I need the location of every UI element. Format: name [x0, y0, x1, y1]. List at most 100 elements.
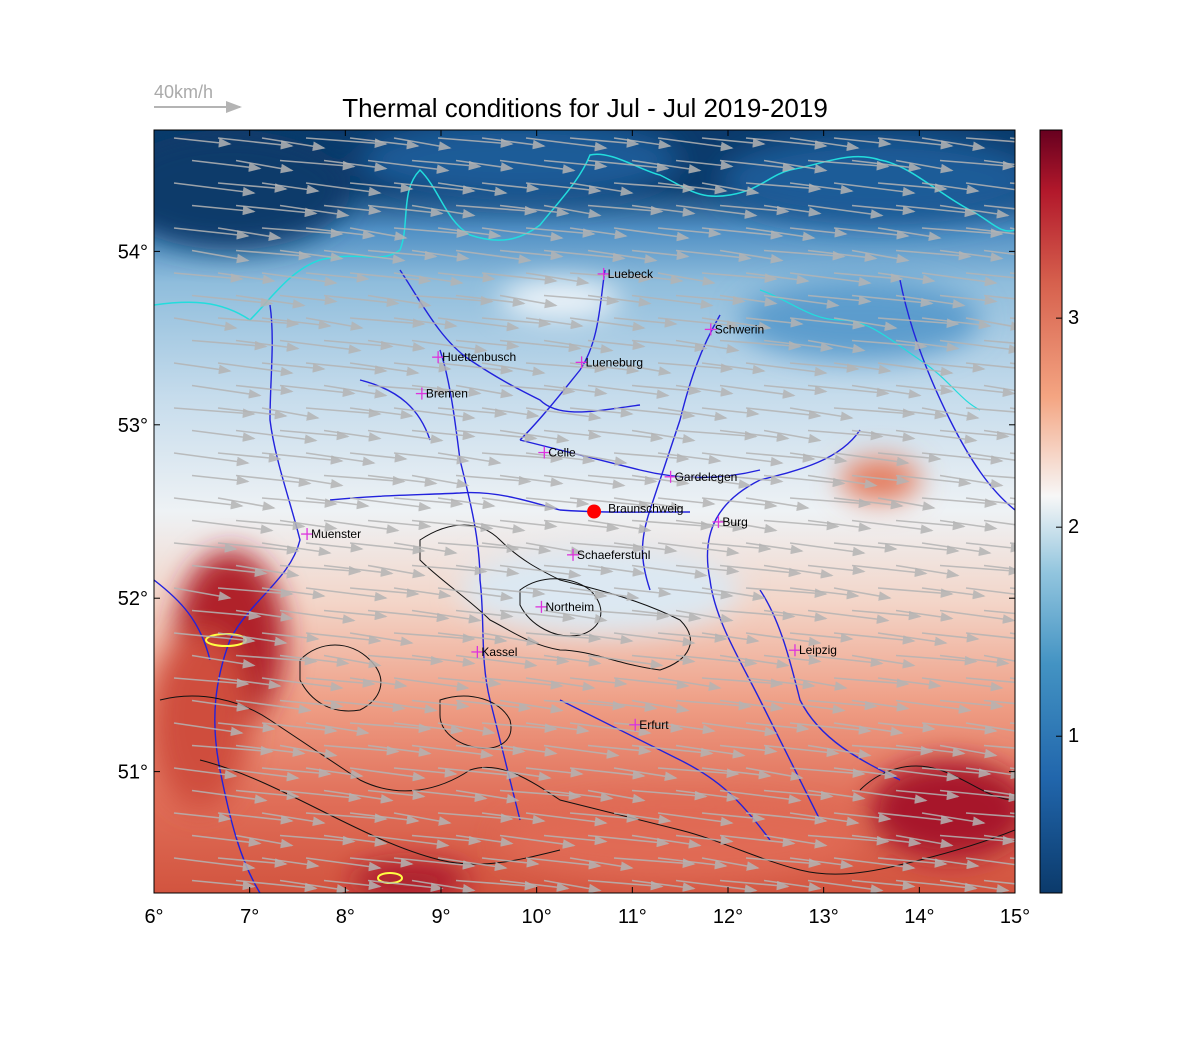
wind-arrow	[701, 812, 766, 823]
wind-arrow	[807, 789, 866, 802]
wind-arrow	[675, 609, 734, 624]
wind-arrow	[657, 587, 734, 600]
wind-arrow	[393, 362, 452, 373]
wind-arrow	[411, 249, 470, 262]
wind-arrow	[763, 294, 840, 309]
wind-arrow	[745, 722, 810, 733]
wind-arrow	[921, 542, 992, 557]
wind-arrow	[613, 677, 690, 690]
wind-arrow	[481, 587, 546, 598]
wind-arrow	[455, 879, 538, 891]
wind-arrow	[965, 227, 1015, 235]
wind-arrow	[323, 204, 382, 216]
wind-arrow	[921, 407, 980, 421]
wind-arrow	[719, 699, 784, 712]
wind-arrow	[807, 519, 872, 532]
wind-arrow	[701, 227, 784, 240]
wind-arrow	[701, 452, 784, 467]
wind-arrow	[305, 407, 382, 418]
wind-arrow	[657, 362, 734, 373]
city-label: Schaeferstuhl	[577, 548, 650, 562]
wind-arrow	[613, 137, 672, 150]
wind-arrow	[323, 789, 394, 804]
wind-arrow	[191, 204, 256, 216]
city-label: Huettenbusch	[442, 350, 516, 364]
wind-arrow	[481, 767, 552, 782]
wind-arrow	[367, 654, 444, 666]
wind-arrow	[675, 564, 740, 576]
wind-arrow	[613, 407, 696, 420]
wind-arrow	[367, 384, 450, 396]
wind-arrow	[965, 767, 1015, 780]
wind-arrow	[807, 744, 872, 759]
wind-arrow	[719, 654, 790, 669]
wind-arrow	[217, 227, 282, 241]
wind-arrow	[657, 857, 728, 870]
wind-arrow	[631, 609, 702, 622]
wind-arrow	[895, 294, 966, 309]
wind-arrow	[349, 452, 408, 463]
wind-arrow	[675, 249, 752, 263]
wind-arrow	[789, 227, 848, 238]
wind-arrow	[323, 474, 406, 486]
wind-arrow	[217, 587, 294, 598]
wind-arrow	[763, 699, 846, 714]
wind-arrow	[499, 384, 576, 396]
wind-arrow	[543, 384, 608, 397]
wind-arrow	[939, 879, 1010, 893]
wind-arrow	[173, 227, 250, 240]
wind-arrow	[983, 699, 1015, 705]
wind-arrow	[367, 249, 438, 261]
wind-arrow	[305, 812, 388, 823]
wind-arrow	[851, 429, 916, 442]
wind-arrow	[525, 227, 596, 238]
wind-arrow	[939, 519, 998, 532]
wind-arrow	[411, 699, 470, 711]
wind-arrow	[525, 137, 608, 152]
wind-arrow	[789, 452, 848, 465]
wind-arrow	[481, 632, 540, 646]
wind-arrow	[393, 317, 458, 330]
wind-arrow	[305, 542, 364, 553]
wind-arrow	[173, 182, 256, 197]
lon-tick-label: 7°	[240, 906, 259, 928]
wind-arrow	[763, 204, 822, 217]
wind-arrow	[499, 249, 564, 261]
wind-arrow	[481, 407, 540, 420]
wind-arrow	[393, 272, 464, 287]
wind-arrow	[789, 767, 866, 778]
wind-arrow	[235, 294, 306, 309]
wind-arrow	[745, 272, 810, 285]
wind-arrow	[789, 182, 854, 195]
wind-arrow	[481, 362, 546, 376]
wind-arrow	[833, 857, 916, 872]
colorbar-gradient	[1039, 129, 1063, 894]
wind-arrow	[499, 294, 558, 309]
wind-arrow	[261, 542, 332, 557]
wind-arrow	[393, 137, 452, 151]
wind-arrow	[745, 317, 804, 328]
page-title: Thermal conditions for Jul - Jul 2019-20…	[342, 93, 828, 123]
wind-arrow	[543, 834, 608, 846]
wind-arrow	[569, 542, 646, 553]
wind-arrow	[587, 654, 664, 669]
wind-arrow	[965, 542, 1015, 553]
wind-arrow	[481, 542, 552, 555]
wind-arrow	[191, 879, 256, 891]
wind-arrow	[481, 722, 558, 733]
wind-arrow	[235, 834, 294, 849]
wind-arrow	[763, 879, 822, 892]
lat-tick-label: 53°	[118, 415, 148, 437]
wind-arrow	[763, 249, 846, 261]
wind-arrow	[675, 474, 752, 489]
wind-arrow	[613, 857, 696, 868]
wind-arrow	[235, 384, 294, 396]
wind-arrow	[631, 519, 714, 531]
wind-arrow	[217, 722, 276, 733]
wind-arrow	[305, 362, 388, 375]
wind-arrow	[807, 564, 866, 576]
wind-arrow	[173, 362, 232, 375]
wind-arrow	[965, 272, 1015, 279]
city-muenster: Muenster	[301, 527, 361, 541]
